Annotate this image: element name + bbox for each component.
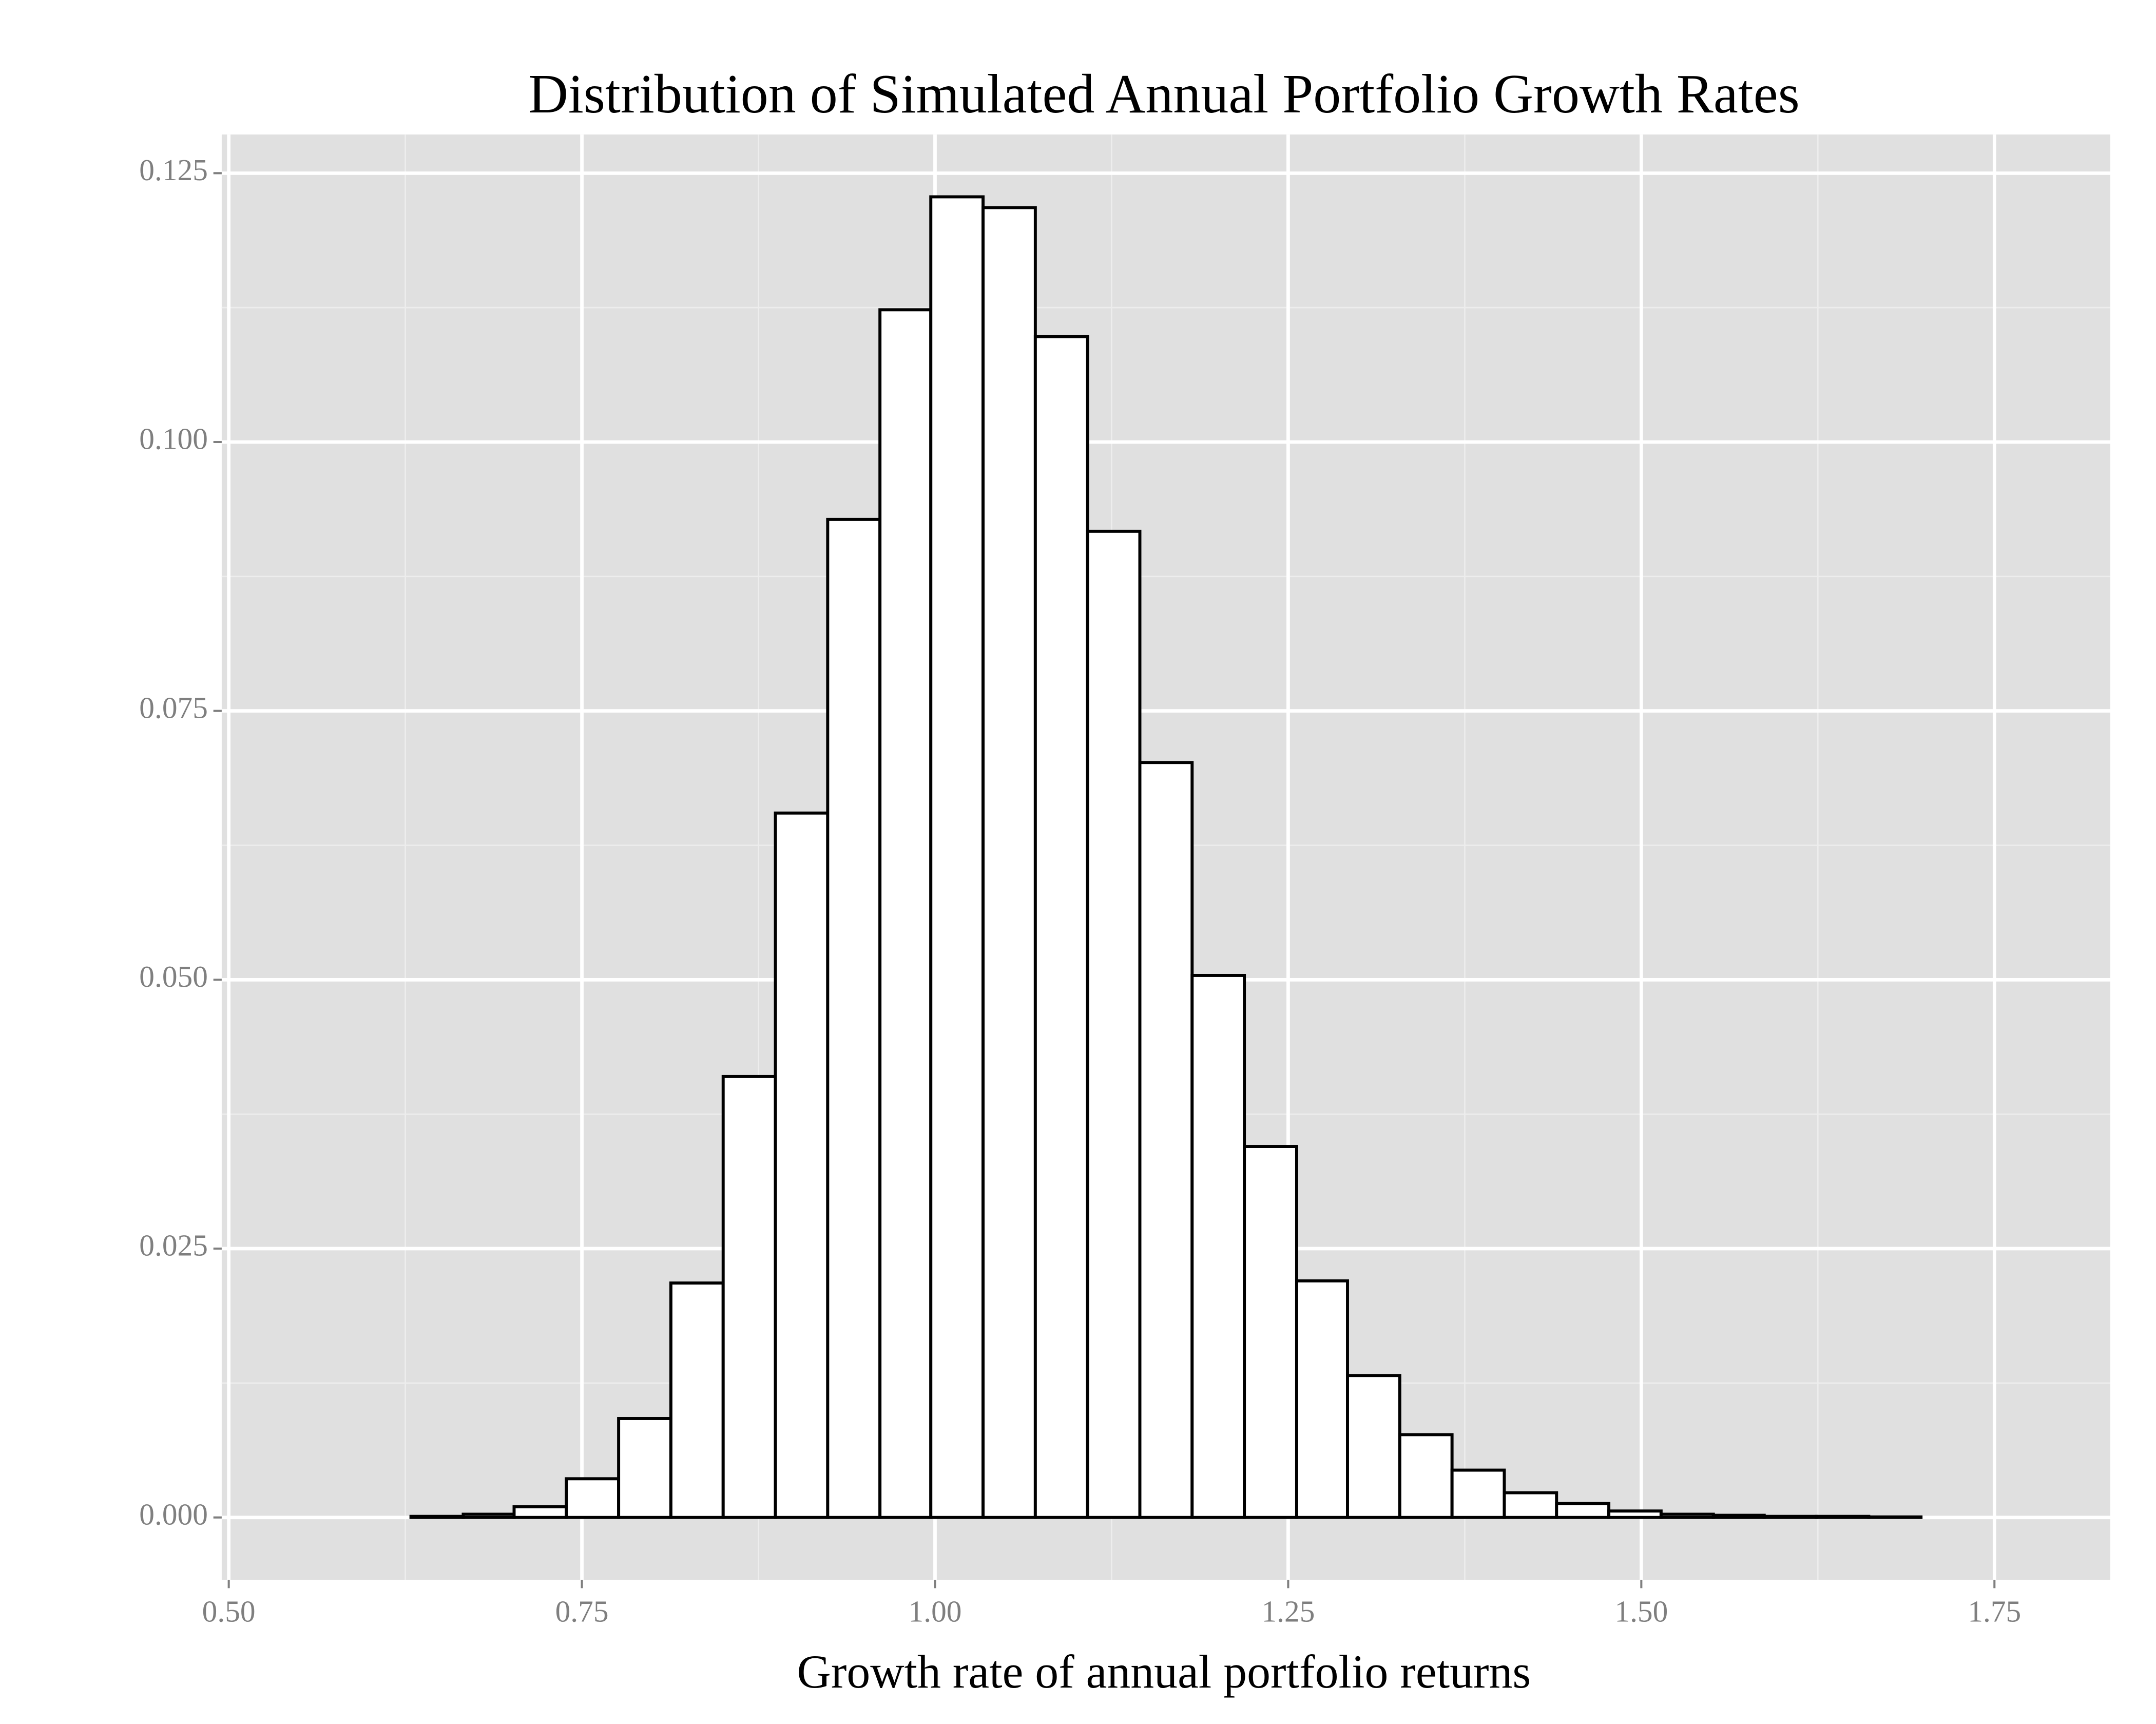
bar [826, 518, 882, 1519]
bar [929, 195, 985, 1519]
bar [981, 206, 1037, 1519]
bar [1659, 1512, 1715, 1519]
bar [565, 1477, 621, 1519]
bar [1503, 1491, 1558, 1519]
x-tick-label: 1.50 [1614, 1594, 1668, 1628]
x-tick-label: 0.75 [555, 1594, 609, 1628]
bar [1033, 335, 1089, 1519]
y-tick-label: 0.075 [139, 691, 208, 724]
chart-title: Distribution of Simulated Annual Portfol… [528, 64, 1800, 125]
bar [1346, 1374, 1401, 1519]
bar [774, 811, 830, 1519]
bar [721, 1075, 777, 1519]
x-tick-label: 0.50 [202, 1594, 256, 1628]
y-tick-label: 0.100 [139, 422, 208, 456]
bar [1190, 974, 1246, 1519]
bar [617, 1417, 672, 1519]
bar [1607, 1509, 1663, 1519]
bar [1555, 1502, 1611, 1519]
bar [878, 308, 933, 1519]
x-tick-label: 1.75 [1968, 1594, 2021, 1628]
bar [461, 1512, 516, 1519]
y-tick-label: 0.025 [139, 1229, 208, 1262]
bar [1295, 1279, 1349, 1519]
x-tick-label: 1.25 [1261, 1594, 1315, 1628]
y-tick-label: 0.050 [139, 960, 208, 993]
bar [1711, 1514, 1766, 1519]
bar [1867, 1515, 1923, 1519]
bar [512, 1505, 568, 1519]
bar [1138, 761, 1194, 1519]
bar [1398, 1433, 1454, 1519]
y-tick-label: 0.000 [139, 1497, 208, 1531]
bar [1086, 529, 1142, 1519]
bar [669, 1281, 725, 1519]
bar [1450, 1468, 1506, 1519]
x-tick-label: 1.00 [909, 1594, 962, 1628]
y-tick-label: 0.125 [139, 153, 208, 187]
bar [1762, 1515, 1818, 1519]
x-axis-label: Growth rate of annual portfolio returns [797, 1645, 1531, 1698]
bar [1815, 1515, 1871, 1519]
bar [1243, 1145, 1298, 1519]
bar [409, 1515, 465, 1519]
